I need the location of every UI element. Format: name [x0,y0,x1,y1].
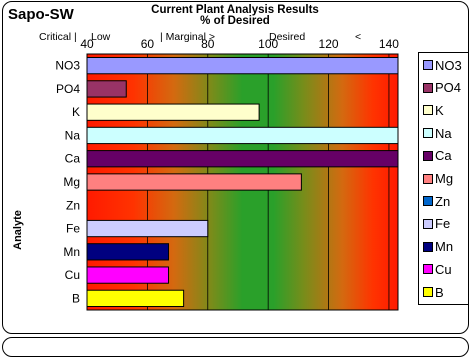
bar-na [86,126,399,145]
bar-k [86,103,260,121]
legend-label: Zn [435,193,451,209]
legend-item: Fe [423,214,450,234]
legend-label: NO3 [435,57,462,73]
legend-label: Fe [435,216,451,232]
legend-item: Mn [423,237,453,257]
legend-label: PO4 [435,80,462,96]
x-tick-label: 140 [379,37,399,51]
bar-po4 [86,80,127,98]
legend-swatch [423,287,433,297]
legend-item: Ca [423,146,452,166]
bar-mg [86,173,302,191]
legend-swatch [423,82,433,93]
category-label: B [72,291,80,305]
site-name: Sapo-SW [8,6,74,23]
bar-cu [86,266,170,284]
category-label: Cu [65,268,80,282]
legend-swatch [423,105,433,116]
band-marginal: | Marginal > [160,31,215,43]
legend-label: K [435,102,444,118]
legend-label: Cu [435,261,452,277]
legend-item: Zn [423,191,450,211]
legend-item: K [423,100,444,120]
category-label: Ca [65,152,81,166]
legend: NO3 PO4 K Na Ca Mg Zn Fe Mn Cu B [418,52,469,305]
legend-label: Mn [435,239,454,255]
band-critical: Critical | [39,31,77,43]
bar-ca [86,150,399,168]
legend-item: Cu [423,259,452,279]
chart-subtitle: % of Desired [200,15,270,27]
legend-swatch [423,128,433,139]
legend-item: Na [423,123,452,143]
x-tick-label: 120 [319,37,339,51]
legend-swatch [423,241,433,252]
legend-label: Ca [435,148,452,164]
category-label: Zn [66,198,80,212]
chart-title: Current Plant Analysis Results [151,4,319,16]
legend-swatch [423,196,433,207]
legend-label: B [435,284,444,300]
category-label: K [72,105,80,119]
legend-label: Na [435,125,452,141]
x-tick-label: 80 [201,37,215,51]
x-tick-label: 100 [258,37,278,51]
band-high: < [355,31,362,43]
x-tick-label: 40 [80,37,94,51]
category-label: Fe [66,222,80,236]
legend-item: B [423,282,444,302]
legend-swatch [423,264,433,275]
bar-no3 [86,57,399,75]
bar-mn [86,243,170,261]
band-desired: Desired [269,31,306,43]
legend-item: Mg [423,169,453,189]
band-low: Low [91,31,111,43]
legend-swatch [423,173,433,184]
legend-label: Mg [435,171,454,186]
legend-item: NO3 [423,55,462,75]
bar-b [86,289,185,307]
category-label: PO4 [56,82,80,96]
legend-swatch [423,150,433,161]
category-label: NO3 [55,59,80,73]
category-label: Mg [63,175,80,189]
category-label: Mn [63,245,80,259]
bar-chart: 40 60 80 100 120 140 NO3 PO4 K Na Ca Mg Zn Fe Mn Cu B [55,37,399,311]
legend-swatch [423,60,433,70]
bar-fe [86,219,209,238]
category-label: Na [65,128,81,142]
legend-item: PO4 [423,78,461,98]
legend-swatch [423,218,433,229]
x-tick-label: 60 [141,37,155,51]
